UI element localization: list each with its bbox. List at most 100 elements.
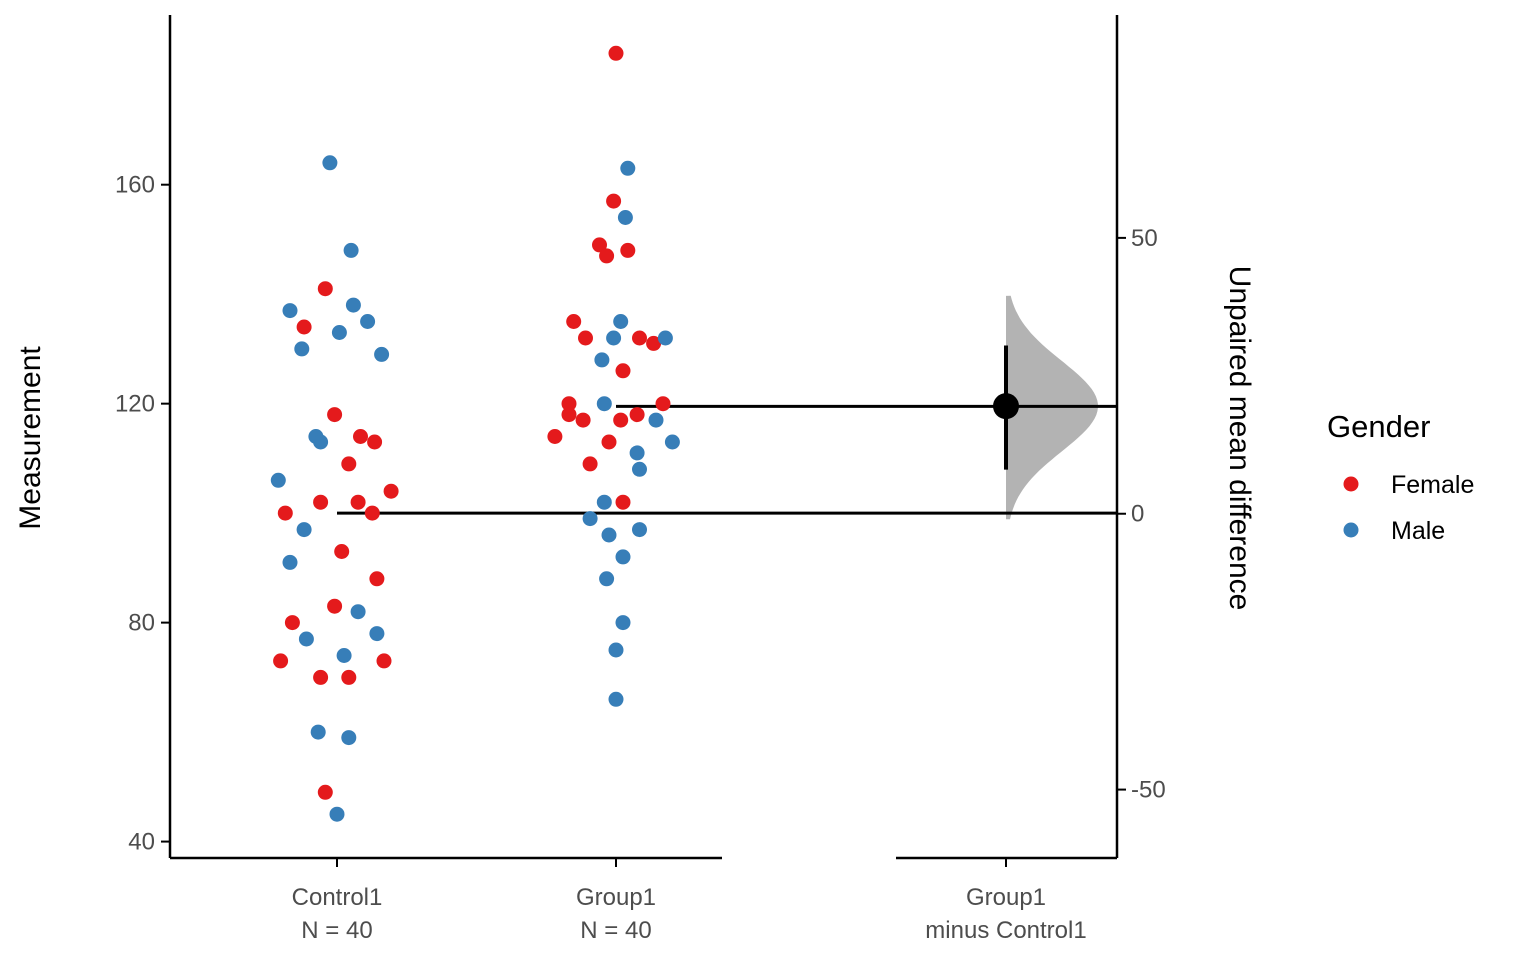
female-point [601, 434, 617, 450]
left-tick-label: 80 [128, 610, 155, 637]
female-point [273, 653, 289, 669]
female-point [615, 363, 631, 379]
male-point [282, 554, 298, 570]
female-point [613, 412, 629, 428]
right-tick-label: -50 [1131, 777, 1166, 804]
female-point [317, 784, 333, 800]
category-label: Group1 [966, 884, 1046, 911]
female-point [277, 505, 293, 521]
female-point [369, 571, 385, 587]
female-point [606, 193, 622, 209]
female-point [561, 407, 577, 423]
female-point [620, 242, 636, 258]
female-point [367, 434, 383, 450]
female-point [353, 429, 368, 444]
category-label: Control1 [292, 884, 383, 911]
left-axis-title: Measurement [14, 346, 47, 530]
female-point [327, 407, 343, 423]
male-point [632, 461, 647, 477]
male-point [657, 330, 673, 346]
male-point [374, 346, 390, 362]
female-point [383, 483, 399, 499]
female-point [313, 669, 329, 685]
legend-swatch-female [1343, 476, 1359, 492]
female-point [655, 396, 671, 412]
male-point [594, 352, 610, 368]
male-point [596, 494, 612, 510]
male-point [341, 730, 357, 746]
male-point [608, 691, 624, 707]
male-point [648, 412, 664, 428]
female-point [296, 319, 312, 335]
legend-title: Gender [1327, 409, 1430, 444]
left-tick-label: 120 [115, 391, 155, 418]
male-point [617, 210, 633, 225]
male-point [270, 472, 286, 488]
category-label: Group1 [576, 884, 656, 911]
male-point [606, 330, 622, 346]
male-point [343, 242, 359, 258]
male-point [329, 806, 345, 822]
legend-label-male: Male [1391, 517, 1445, 545]
female-point [313, 494, 329, 510]
male-point [620, 160, 636, 176]
female-point [341, 669, 357, 685]
left-tick-label: 40 [128, 829, 155, 856]
female-point [575, 412, 591, 428]
female-point [578, 330, 593, 346]
female-point [646, 335, 662, 351]
female-point [615, 494, 631, 510]
male-point [582, 511, 598, 527]
male-point [608, 642, 624, 658]
right-tick-label: 0 [1131, 501, 1144, 528]
male-point [360, 314, 376, 329]
right-axis-title: Unpaired mean difference [1223, 266, 1256, 611]
female-point [547, 429, 563, 444]
female-point [327, 598, 343, 614]
female-point [582, 456, 598, 472]
category-sublabel: N = 40 [301, 917, 372, 944]
category-sublabel: minus Control1 [925, 917, 1086, 944]
female-point [632, 330, 647, 346]
female-point [599, 248, 615, 264]
male-point [369, 626, 385, 642]
male-point [613, 314, 629, 329]
legend-swatch-male [1343, 522, 1359, 538]
male-point [331, 325, 347, 340]
female-point [341, 456, 357, 472]
male-point [282, 303, 298, 319]
female-point [592, 237, 607, 253]
female-point [284, 615, 300, 631]
female-point [561, 396, 577, 412]
male-point [310, 724, 326, 740]
male-point [350, 604, 366, 620]
male-point [296, 522, 312, 538]
male-point [629, 445, 645, 461]
female-point [317, 281, 333, 297]
female-point [364, 505, 380, 521]
male-point [294, 341, 310, 357]
male-point [632, 522, 647, 538]
male-point [336, 648, 352, 663]
male-point [322, 155, 338, 171]
female-point [376, 653, 392, 669]
male-point [601, 527, 617, 543]
male-point [345, 297, 361, 313]
left-tick-label: 160 [115, 172, 155, 199]
effect-size-point [993, 393, 1019, 420]
female-point [334, 544, 350, 559]
legend-label-female: Female [1391, 471, 1474, 499]
female-point [629, 407, 645, 423]
male-point [664, 434, 680, 450]
male-point [298, 631, 314, 647]
female-point [566, 314, 582, 329]
male-point [615, 615, 631, 631]
category-sublabel: N = 40 [580, 917, 651, 944]
male-point [599, 571, 615, 587]
female-point [608, 45, 624, 61]
male-point [313, 434, 329, 450]
male-point [615, 549, 631, 565]
male-point [596, 396, 612, 412]
